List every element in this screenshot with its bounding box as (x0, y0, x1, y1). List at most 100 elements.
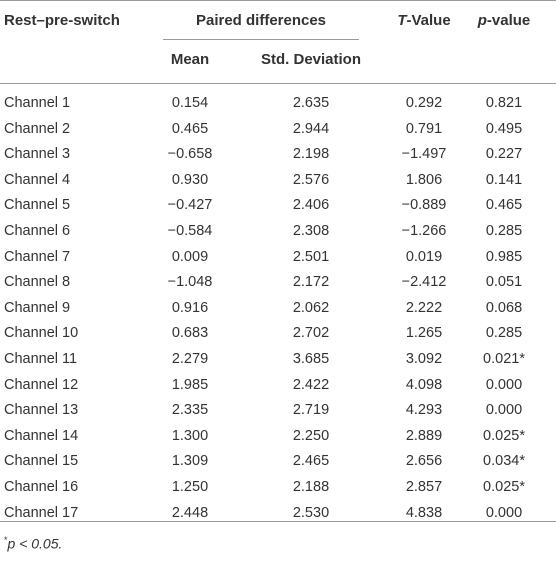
cell-p-value: 0.000 (485, 377, 523, 393)
cell-std-deviation: 2.465 (292, 453, 330, 469)
footnote-star: * (4, 535, 8, 545)
header-t-value: T-Value (384, 12, 464, 29)
cell-p-value: 0.021* (483, 351, 525, 367)
cell-t-value: 0.019 (405, 249, 443, 265)
cell-std-deviation: 2.172 (292, 274, 330, 290)
cell-t-value: 4.293 (405, 402, 443, 418)
cell-t-value: 3.092 (405, 351, 443, 367)
cell-t-value: −1.266 (401, 223, 447, 239)
header-std-deviation: Std. Deviation (260, 51, 361, 68)
header-p-value: p-value (464, 12, 544, 29)
cell-t-value: 2.656 (405, 453, 443, 469)
cell-channel: Channel 2 (4, 121, 71, 137)
cell-mean: 2.335 (171, 402, 209, 418)
cell-p-value: 0.227 (485, 146, 523, 162)
cell-channel: Channel 15 (4, 453, 79, 469)
cell-p-value: 0.985 (485, 249, 523, 265)
cell-p-value: 0.285 (485, 325, 523, 341)
cell-channel: Channel 3 (4, 146, 71, 162)
cell-mean: 0.930 (171, 172, 209, 188)
cell-channel: Channel 6 (4, 223, 71, 239)
cell-mean: 0.154 (171, 95, 209, 111)
cell-channel: Channel 10 (4, 325, 79, 341)
cell-mean: −0.427 (167, 197, 213, 213)
cell-mean: 2.448 (171, 505, 209, 521)
cell-mean: −1.048 (167, 274, 213, 290)
cell-mean: 0.916 (171, 300, 209, 316)
cell-channel: Channel 9 (4, 300, 71, 316)
cell-mean: 0.683 (171, 325, 209, 341)
header-p-suffix: -value (486, 12, 531, 29)
cell-channel: Channel 8 (4, 274, 71, 290)
cell-t-value: 2.857 (405, 479, 443, 495)
cell-t-value: 0.292 (405, 95, 443, 111)
table-bottom-rule (0, 521, 556, 522)
cell-channel: Channel 17 (4, 505, 79, 521)
cell-p-value: 0.141 (485, 172, 523, 188)
cell-p-value: 0.025* (483, 428, 525, 444)
cell-mean: 1.309 (171, 453, 209, 469)
header-t-letter: T (397, 12, 407, 29)
cell-p-value: 0.000 (485, 402, 523, 418)
cell-mean: 2.279 (171, 351, 209, 367)
cell-p-value: 0.465 (485, 197, 523, 213)
cell-std-deviation: 2.308 (292, 223, 330, 239)
cell-mean: 1.250 (171, 479, 209, 495)
cell-std-deviation: 2.530 (292, 505, 330, 521)
header-bottom-rule (0, 83, 556, 84)
cell-channel: Channel 4 (4, 172, 71, 188)
cell-t-value: −1.497 (401, 146, 447, 162)
footnote-text: p < 0.05. (7, 535, 63, 552)
group-underline (163, 39, 359, 40)
header-p-letter: p (477, 12, 487, 29)
cell-std-deviation: 2.944 (292, 121, 330, 137)
cell-channel: Channel 14 (4, 428, 79, 444)
top-rule (0, 0, 556, 1)
cell-mean: −0.658 (167, 146, 213, 162)
cell-std-deviation: 2.062 (292, 300, 330, 316)
cell-p-value: 0.000 (485, 505, 523, 521)
header-mean: Mean (170, 51, 210, 68)
cell-channel: Channel 5 (4, 197, 71, 213)
cell-p-value: 0.285 (485, 223, 523, 239)
header-paired-differences: Paired differences (195, 12, 327, 29)
cell-std-deviation: 2.250 (292, 428, 330, 444)
cell-std-deviation: 2.406 (292, 197, 330, 213)
cell-channel: Channel 16 (4, 479, 79, 495)
cell-p-value: 0.821 (485, 95, 523, 111)
footnote: *p < 0.05. (4, 535, 62, 552)
cell-mean: 1.300 (171, 428, 209, 444)
cell-std-deviation: 2.198 (292, 146, 330, 162)
cell-t-value: 0.791 (405, 121, 443, 137)
cell-mean: 1.985 (171, 377, 209, 393)
cell-t-value: 1.265 (405, 325, 443, 341)
cell-p-value: 0.068 (485, 300, 523, 316)
cell-channel: Channel 11 (4, 351, 78, 367)
cell-t-value: 1.806 (405, 172, 443, 188)
cell-channel: Channel 12 (4, 377, 79, 393)
cell-std-deviation: 2.422 (292, 377, 330, 393)
cell-std-deviation: 2.635 (292, 95, 330, 111)
cell-mean: 0.009 (171, 249, 209, 265)
header-rest-pre-switch: Rest–pre-switch (4, 12, 120, 29)
cell-channel: Channel 13 (4, 402, 79, 418)
cell-t-value: −0.889 (401, 197, 447, 213)
cell-channel: Channel 1 (4, 95, 71, 111)
cell-mean: 0.465 (171, 121, 209, 137)
cell-std-deviation: 2.188 (292, 479, 330, 495)
cell-t-value: 2.889 (405, 428, 443, 444)
cell-p-value: 0.025* (483, 479, 525, 495)
cell-t-value: 2.222 (405, 300, 443, 316)
cell-t-value: −2.412 (401, 274, 447, 290)
cell-t-value: 4.838 (405, 505, 443, 521)
cell-channel: Channel 7 (4, 249, 71, 265)
cell-p-value: 0.051 (485, 274, 523, 290)
cell-mean: −0.584 (167, 223, 213, 239)
cell-std-deviation: 2.719 (292, 402, 330, 418)
cell-t-value: 4.098 (405, 377, 443, 393)
cell-std-deviation: 2.702 (292, 325, 330, 341)
cell-std-deviation: 2.501 (292, 249, 330, 265)
header-t-suffix: -Value (406, 12, 451, 29)
cell-p-value: 0.034* (483, 453, 525, 469)
